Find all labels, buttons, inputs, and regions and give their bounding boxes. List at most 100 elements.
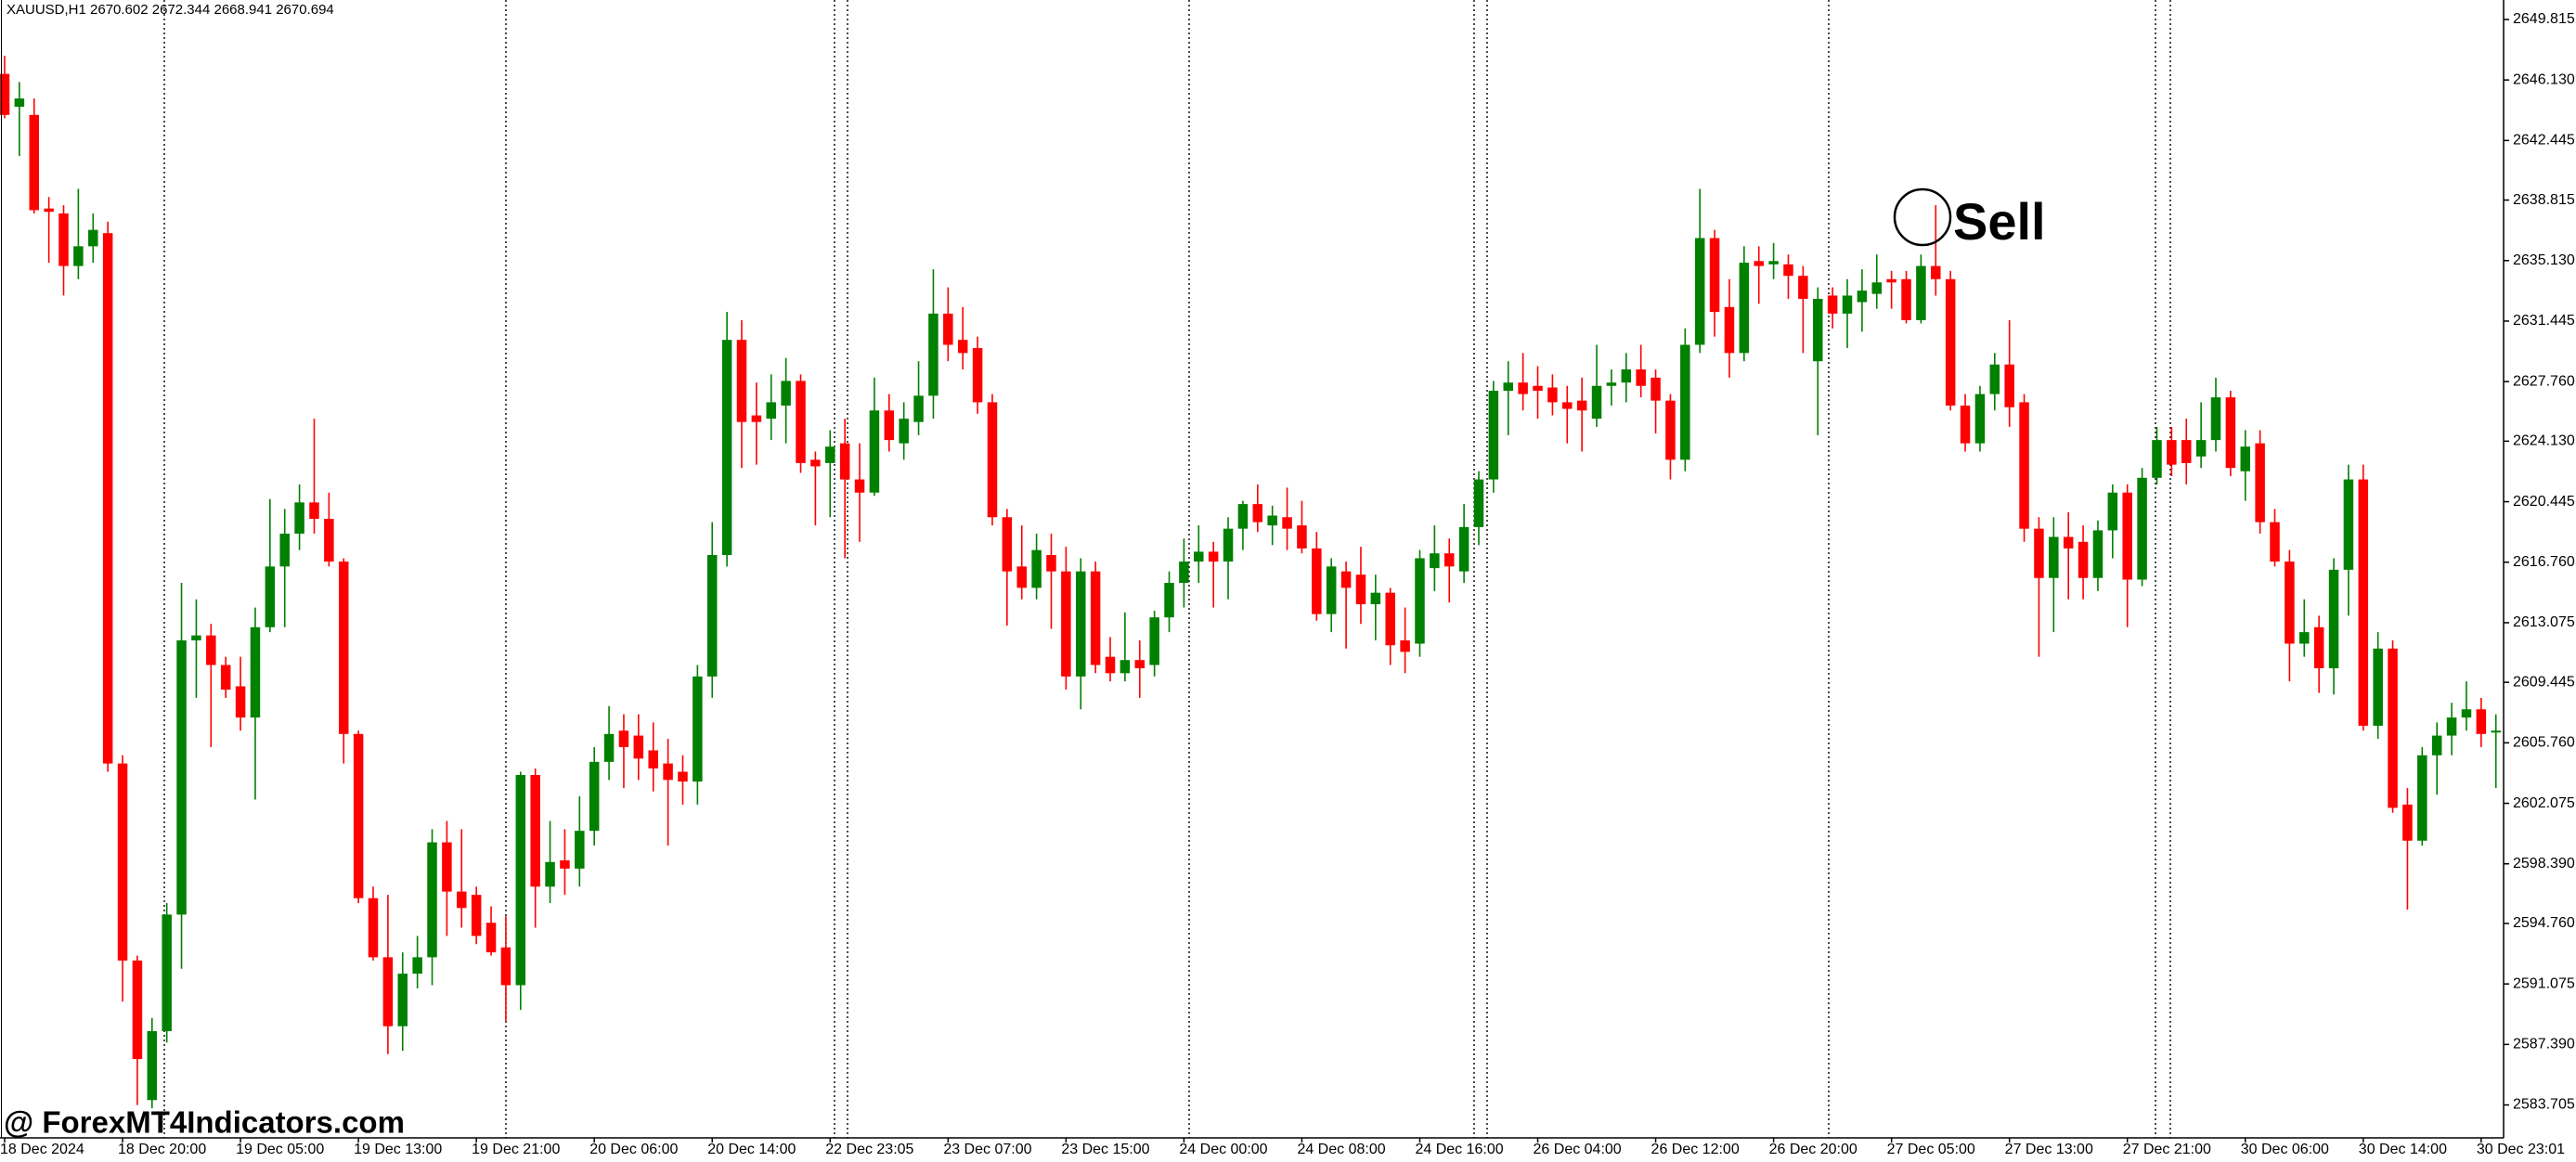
candle-body xyxy=(117,763,128,961)
y-tick-label: 2594.760 xyxy=(2513,915,2575,931)
candle-body xyxy=(2417,755,2427,841)
candle-body xyxy=(575,831,585,869)
candle-body xyxy=(368,897,379,958)
candle-body xyxy=(1473,479,1484,527)
signal-circle xyxy=(1893,187,1952,247)
candle-body xyxy=(839,443,850,480)
x-tick-label: 24 Dec 16:00 xyxy=(1415,1142,1503,1157)
candle-body xyxy=(2181,440,2192,463)
candle-body xyxy=(928,313,938,396)
candle-body xyxy=(1179,562,1189,584)
candle-body xyxy=(2107,492,2118,531)
y-tick-label: 2649.815 xyxy=(2513,11,2575,27)
candle-body xyxy=(1754,261,1764,266)
candle-body xyxy=(1252,504,1263,523)
y-tick-label: 2620.445 xyxy=(2513,494,2575,510)
candle-body xyxy=(648,750,658,768)
candle-body xyxy=(2358,479,2369,726)
candle-body xyxy=(2299,632,2310,644)
y-tick-label: 2583.705 xyxy=(2513,1097,2575,1113)
y-tick-label: 2646.130 xyxy=(2513,71,2575,87)
candle-body xyxy=(1798,276,1808,299)
y-tick-label: 2598.390 xyxy=(2513,856,2575,872)
x-tick-label: 30 Dec 23:01 xyxy=(2477,1142,2565,1157)
candle-body xyxy=(736,340,747,422)
y-tick-label: 2635.130 xyxy=(2513,252,2575,268)
candle-body xyxy=(589,761,600,832)
candle-body xyxy=(766,402,777,420)
candle-body xyxy=(1827,295,1838,314)
candle-body xyxy=(825,446,835,463)
candle-body xyxy=(2225,397,2236,469)
candle-body xyxy=(1562,402,1573,409)
candle-body xyxy=(191,635,201,640)
candle-body xyxy=(250,626,261,718)
candle-body xyxy=(442,842,452,892)
candle-body xyxy=(2049,536,2059,578)
candle-body xyxy=(2004,364,2014,407)
candle-body xyxy=(854,479,865,493)
x-tick-label: 30 Dec 14:00 xyxy=(2359,1142,2447,1157)
candle-body xyxy=(88,229,98,247)
candle-body xyxy=(2461,709,2472,718)
candle-body xyxy=(530,775,540,887)
candle-body xyxy=(1164,583,1174,618)
price-axis: 2649.815 2646.130 2642.445 2638.815 2635.130… xyxy=(2504,11,2575,1113)
candle-body xyxy=(1857,290,1868,303)
candle-body xyxy=(102,233,113,764)
candle-body xyxy=(1739,263,1750,354)
candle-body xyxy=(44,208,54,213)
candle-body xyxy=(338,562,349,734)
candle-body xyxy=(1443,553,1455,567)
candle-body xyxy=(1974,394,1986,444)
candle-body xyxy=(1134,660,1146,669)
candle-body xyxy=(1031,549,1042,588)
candle-body xyxy=(633,735,644,759)
candle-body xyxy=(1916,265,1926,320)
candle-body xyxy=(500,947,511,986)
candle-body xyxy=(1400,639,1410,652)
candle-body xyxy=(2313,626,2324,669)
candle-body xyxy=(1075,571,1086,677)
candle-body xyxy=(1621,369,1632,383)
candle-body xyxy=(693,676,703,782)
candle-body xyxy=(1016,566,1027,588)
x-tick-label: 26 Dec 20:00 xyxy=(1769,1142,1858,1157)
candle-body xyxy=(485,923,497,953)
y-tick-label: 2631.445 xyxy=(2513,313,2575,329)
candle-body xyxy=(2019,402,2029,529)
candle-body xyxy=(706,554,718,677)
candle-body xyxy=(2210,397,2221,441)
candle-body xyxy=(324,519,334,562)
candle-body xyxy=(678,771,688,782)
candle-body xyxy=(73,246,84,266)
candle-body xyxy=(1901,278,1911,320)
candle-body xyxy=(1385,592,1395,646)
candle-body xyxy=(427,842,437,958)
candle-body xyxy=(397,974,408,1026)
candle-body xyxy=(943,313,953,345)
x-tick-label: 24 Dec 08:00 xyxy=(1297,1142,1385,1157)
candle-body xyxy=(2446,717,2457,736)
candle-body xyxy=(1576,400,1587,411)
candle-body xyxy=(2343,479,2354,570)
candle-body xyxy=(1194,551,1204,562)
candle-body xyxy=(1297,525,1307,549)
candle-body xyxy=(751,415,762,422)
candle-body xyxy=(2167,440,2177,465)
symbol-info: XAUUSD,H1 2670.602 2672.344 2668.941 267… xyxy=(6,2,334,18)
candle-body xyxy=(1724,306,1735,354)
candle-body xyxy=(1812,298,1823,362)
candle-body xyxy=(1931,265,1941,279)
candle-body xyxy=(913,395,924,422)
candle-body xyxy=(2491,730,2501,733)
candle-body xyxy=(309,502,319,520)
candle-body xyxy=(1960,405,1971,444)
candle-body xyxy=(1533,385,1543,392)
candle-body xyxy=(1488,391,1499,480)
candle-body xyxy=(1326,566,1337,614)
candle-body xyxy=(2373,648,2383,726)
candle-body xyxy=(2270,522,2280,562)
candle-body xyxy=(2255,443,2265,523)
